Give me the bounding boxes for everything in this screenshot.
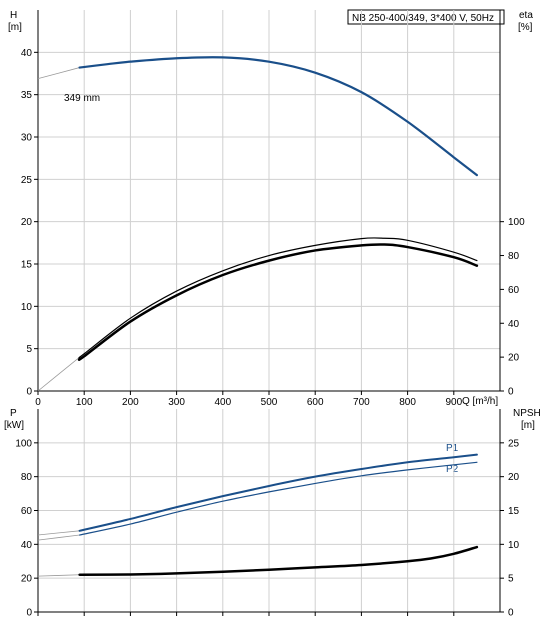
top-y2tick-label-3: 60 — [508, 285, 520, 296]
top-ytick-label-3: 15 — [21, 260, 33, 271]
chart-title: NB 250-400/349, 3*400 V, 50Hz — [352, 13, 494, 24]
bottom-series-p1 — [78, 453, 478, 532]
bottom-y2tick-label-2: 10 — [508, 540, 520, 551]
bottom-extension-1 — [37, 534, 80, 541]
xtick-label-7: 700 — [353, 397, 370, 408]
curve-label-349mm: 349 mm — [64, 93, 100, 104]
top-ytick-label-1: 5 — [26, 344, 32, 355]
bottom-ylabel-unit: [kW] — [4, 420, 24, 431]
bottom-y2label-unit: [m] — [521, 420, 535, 431]
top-extension-0 — [37, 67, 80, 79]
bottom-y2tick-label-5: 25 — [508, 438, 520, 449]
bottom-y2tick-label-3: 15 — [508, 506, 520, 517]
top-ytick-label-5: 25 — [21, 175, 33, 186]
bottom-y2tick-label-4: 20 — [508, 472, 520, 483]
xtick-label-3: 300 — [168, 397, 185, 408]
top-extension-1 — [37, 356, 80, 392]
top-y2label: eta — [519, 10, 533, 21]
bottom-y2tick-label-1: 5 — [508, 574, 514, 585]
legend-p2: P2 — [446, 464, 459, 475]
top-ylabel-unit: [m] — [8, 22, 22, 33]
chart-title-box — [347, 9, 505, 25]
top-ytick-label-0: 0 — [26, 387, 32, 398]
top-ytick-label-6: 30 — [21, 133, 33, 144]
top-ytick-label-8: 40 — [21, 48, 33, 59]
top-ytick-label-7: 35 — [21, 90, 33, 101]
top-y2label-unit: [%] — [518, 22, 533, 33]
xtick-label-9: 900 — [445, 397, 462, 408]
top-ylabel: H — [10, 10, 17, 21]
xtick-label-5: 500 — [261, 397, 278, 408]
bottom-series-p2 — [78, 461, 478, 536]
top-y2tick-label-5: 100 — [508, 217, 525, 228]
bottom-extension-0 — [37, 530, 80, 536]
top-y2tick-label-1: 20 — [508, 353, 520, 364]
x-axis-label: Q [m³/h] — [462, 396, 498, 407]
legend-p1: P1 — [446, 443, 459, 454]
xtick-label-1: 100 — [76, 397, 93, 408]
bottom-ytick-label-0: 0 — [26, 608, 32, 619]
bottom-ytick-label-5: 100 — [15, 438, 32, 449]
bottom-ytick-label-1: 20 — [21, 574, 33, 585]
xtick-label-6: 600 — [307, 397, 324, 408]
top-series-2 — [77, 243, 479, 361]
top-y2tick-label-0: 0 — [508, 387, 514, 398]
bottom-y2label: NPSH — [513, 408, 541, 419]
top-ytick-label-4: 20 — [21, 217, 33, 228]
top-y2tick-label-2: 40 — [508, 319, 520, 330]
bottom-series-2 — [78, 545, 479, 577]
xtick-label-2: 200 — [122, 397, 139, 408]
xtick-label-8: 800 — [399, 397, 416, 408]
xtick-label-4: 400 — [214, 397, 231, 408]
top-series-0 — [78, 56, 478, 177]
bottom-ytick-label-4: 80 — [21, 472, 33, 483]
bottom-ytick-label-2: 40 — [21, 540, 33, 551]
bottom-ytick-label-3: 60 — [21, 506, 33, 517]
top-ytick-label-2: 10 — [21, 302, 33, 313]
bottom-ylabel: P — [10, 408, 17, 419]
top-series-1 — [78, 237, 478, 359]
bottom-y2tick-label-0: 0 — [508, 608, 514, 619]
top-y2tick-label-4: 80 — [508, 251, 520, 262]
xtick-label-0: 0 — [35, 397, 41, 408]
bottom-extension-2 — [37, 574, 80, 577]
